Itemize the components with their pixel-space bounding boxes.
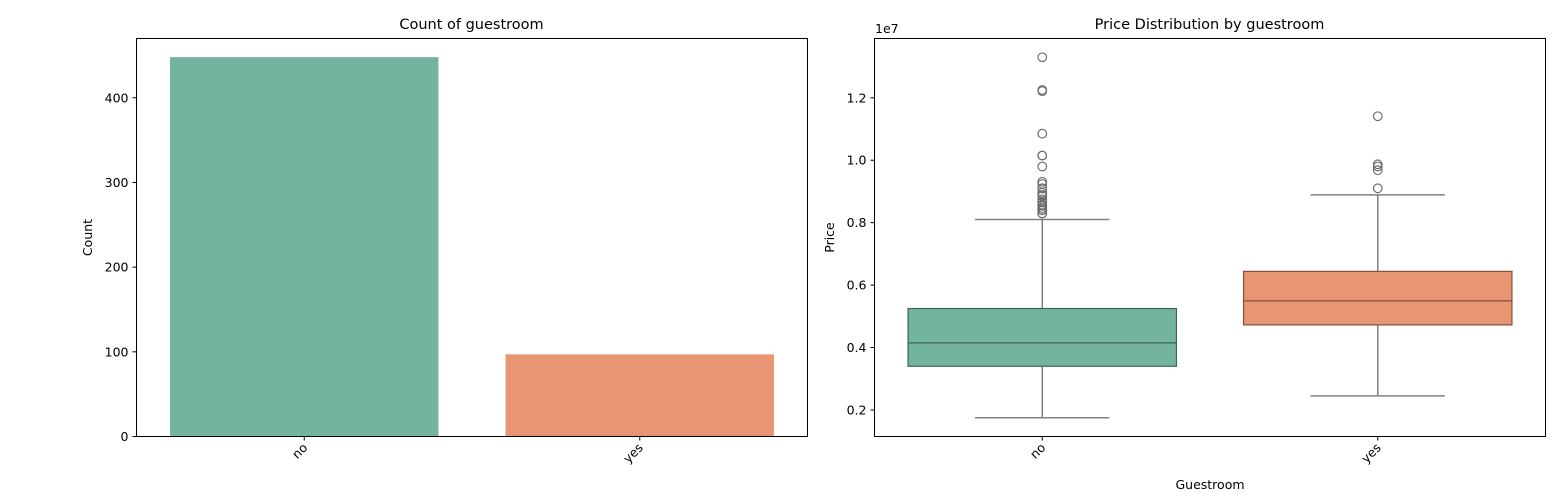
count-bar-chart: Count of guestroom no yes 0 100 200 300 400 C… <box>80 17 808 466</box>
outlier-point-no <box>1037 205 1048 216</box>
bar-y-axis: 0 100 200 300 400 <box>105 90 137 444</box>
box-group-yes <box>1242 111 1513 397</box>
box-x-axis-label: Guestroom <box>1175 477 1244 492</box>
outlier-point-no <box>1037 161 1048 172</box>
box-y-axis: 0.2 0.4 0.6 0.8 1.0 1.2 <box>847 90 875 417</box>
box-series <box>907 52 1513 419</box>
box-plot-title: Price Distribution by guestroom <box>1095 17 1325 33</box>
bar-y-tick-label: 400 <box>105 90 129 105</box>
outlier-point-yes <box>1372 165 1383 176</box>
outlier-point-yes <box>1372 183 1383 194</box>
box-x-tick-label-no: no <box>1027 440 1049 462</box>
outlier-point-no <box>1037 183 1048 194</box>
outlier-point-yes <box>1372 161 1383 172</box>
bar-chart-title: Count of guestroom <box>399 17 543 33</box>
bar-series <box>170 57 774 437</box>
box-plot-frame <box>874 38 1546 437</box>
box-y-axis-label: Price <box>822 222 837 253</box>
outlier-point-yes <box>1372 111 1383 122</box>
price-box-plot: Price Distribution by guestroom 1e7 no ye… <box>822 17 1546 492</box>
outlier-point-no <box>1037 150 1048 161</box>
box-yes <box>1242 270 1513 326</box>
outlier-point-no <box>1037 200 1048 211</box>
box-y-tick-label: 0.6 <box>847 278 867 293</box>
bar-y-tick-label: 200 <box>105 260 129 275</box>
bar-x-axis: no yes <box>289 436 646 466</box>
box-y-tick-label: 0.4 <box>847 340 867 355</box>
outlier-point-no <box>1037 52 1048 63</box>
box-y-tick-label: 0.2 <box>847 402 867 417</box>
bar-y-tick-label: 300 <box>105 175 129 190</box>
box-y-tick-label: 0.8 <box>847 215 867 230</box>
box-y-tick-label: 1.2 <box>847 90 867 105</box>
bar-y-tick-label: 100 <box>105 344 129 359</box>
bar-x-tick-label-no: no <box>289 440 311 462</box>
bar-y-tick-label: 0 <box>121 429 129 444</box>
bar-y-axis-label: Count <box>80 219 95 256</box>
bar-yes <box>505 354 774 437</box>
bar-x-tick-label-yes: yes <box>620 440 646 466</box>
bar-plot-frame <box>136 38 808 437</box>
outlier-point-no <box>1037 128 1048 139</box>
box-group-no <box>907 52 1178 419</box>
box-x-tick-label-yes: yes <box>1358 440 1384 466</box>
bar-no <box>170 57 439 437</box>
box-y-tick-label: 1.0 <box>847 153 867 168</box>
outlier-point-no <box>1037 86 1048 96</box>
box-x-axis: no yes <box>1027 436 1384 466</box>
box-no <box>907 307 1178 367</box>
y-offset-label: 1e7 <box>875 21 899 36</box>
outlier-point-no <box>1037 208 1048 219</box>
